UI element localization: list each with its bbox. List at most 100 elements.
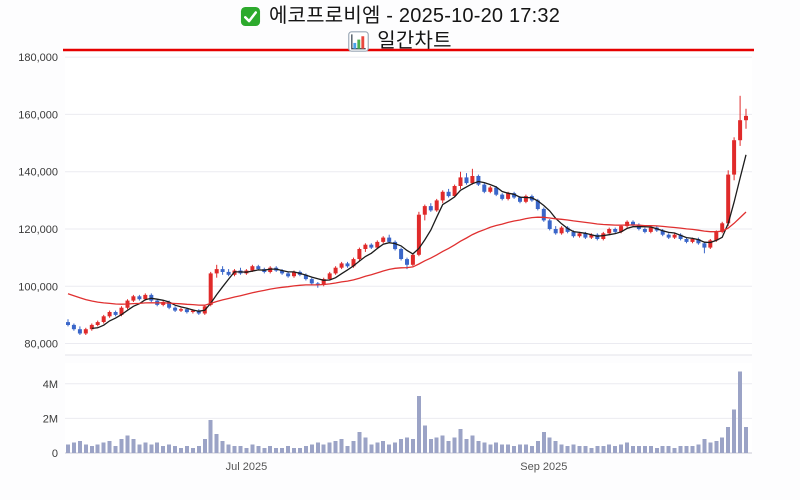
candle-body bbox=[458, 177, 463, 186]
date-tick-label: Jul 2025 bbox=[226, 461, 268, 473]
volume-bar bbox=[357, 432, 362, 453]
volume-bar bbox=[125, 435, 130, 453]
candle-body bbox=[190, 310, 195, 312]
candle-body bbox=[714, 231, 719, 241]
volume-bar bbox=[529, 446, 534, 453]
volume-bar bbox=[190, 447, 195, 453]
candle-body bbox=[494, 187, 499, 195]
volume-bar bbox=[559, 444, 564, 453]
candle-body bbox=[280, 270, 285, 274]
candle-body bbox=[351, 259, 356, 267]
candle-body bbox=[535, 200, 540, 209]
candle-body bbox=[250, 266, 255, 271]
candle-body bbox=[256, 266, 261, 270]
candle-body bbox=[446, 191, 451, 197]
volume-bar bbox=[625, 442, 630, 453]
volume-bar bbox=[464, 439, 469, 453]
volume-bar bbox=[95, 444, 100, 453]
candle-body bbox=[708, 240, 713, 248]
volume-bar bbox=[714, 440, 719, 453]
volume-bar bbox=[553, 440, 558, 453]
candle-body bbox=[577, 233, 582, 237]
volume-bar bbox=[321, 444, 326, 453]
ma-long-line bbox=[67, 211, 747, 306]
candle-body bbox=[315, 283, 320, 285]
volume-bar bbox=[678, 446, 683, 453]
candle-body bbox=[363, 244, 368, 249]
candle-body bbox=[726, 174, 731, 224]
volume-bar bbox=[482, 442, 487, 453]
volume-bar bbox=[131, 439, 136, 453]
candle-body bbox=[565, 227, 570, 232]
candle-body bbox=[83, 329, 88, 334]
volume-bar bbox=[220, 440, 225, 453]
volume-bar bbox=[720, 437, 725, 453]
volume-bar bbox=[232, 446, 237, 453]
candle-body bbox=[303, 274, 308, 280]
candle-body bbox=[95, 322, 100, 325]
volume-bar bbox=[636, 446, 641, 453]
volume-bar bbox=[303, 446, 308, 453]
volume-bar bbox=[595, 446, 600, 453]
volume-bar bbox=[642, 446, 647, 453]
volume-bar bbox=[184, 446, 189, 453]
price-tick-label: 180,000 bbox=[18, 52, 58, 64]
candle-body bbox=[464, 177, 469, 184]
volume-bar bbox=[214, 434, 219, 453]
volume-bar bbox=[292, 447, 296, 453]
volume-bar bbox=[726, 427, 731, 453]
volume-bar bbox=[143, 442, 148, 453]
volume-bar bbox=[589, 447, 594, 453]
volume-bar bbox=[208, 420, 213, 453]
candle-body bbox=[518, 197, 522, 202]
volume-bar bbox=[173, 446, 178, 453]
axis-labels: 80,000 100,000 120,000 140,000 160,000 180,00… bbox=[18, 52, 567, 473]
candle-body bbox=[309, 279, 314, 284]
candle-body bbox=[292, 271, 296, 277]
candle-body bbox=[613, 229, 618, 232]
candle-body bbox=[220, 269, 225, 272]
candle-body bbox=[500, 194, 505, 199]
volume-bar bbox=[375, 442, 380, 453]
volume-bar bbox=[101, 442, 106, 453]
candle-body bbox=[416, 214, 421, 255]
volume-bar bbox=[583, 446, 588, 453]
volume-bar bbox=[77, 440, 82, 453]
candle-body bbox=[131, 296, 136, 301]
candle-body bbox=[642, 229, 647, 232]
volume-bar bbox=[631, 446, 635, 453]
candle-body bbox=[672, 234, 677, 238]
volume-bar bbox=[518, 444, 522, 453]
candle-body bbox=[571, 231, 576, 237]
candle-body bbox=[732, 140, 737, 175]
price-tick-label: 120,000 bbox=[18, 224, 58, 236]
candle-body bbox=[690, 239, 695, 242]
volume-bar bbox=[351, 440, 356, 453]
candle-body bbox=[619, 226, 624, 232]
volume-bar bbox=[684, 446, 689, 453]
volume-bar bbox=[333, 440, 338, 453]
candle-body bbox=[648, 227, 653, 232]
volume-bar bbox=[137, 444, 142, 453]
volume-bar bbox=[601, 446, 606, 453]
candle-body bbox=[523, 196, 528, 202]
price-tick-label: 160,000 bbox=[18, 109, 58, 121]
candle-body bbox=[607, 229, 612, 234]
volume-bar bbox=[66, 444, 70, 453]
gridlines bbox=[65, 56, 752, 454]
volume-bar bbox=[327, 442, 332, 453]
volume-bar bbox=[399, 439, 404, 453]
candle-body bbox=[476, 176, 481, 185]
volume-bar bbox=[690, 446, 695, 453]
volume-bar bbox=[250, 444, 255, 453]
volume-bar bbox=[387, 444, 392, 453]
candle-body bbox=[702, 243, 707, 248]
volume-bar bbox=[500, 444, 505, 453]
candle-body bbox=[179, 309, 183, 311]
candle-body bbox=[321, 279, 326, 285]
candle-body bbox=[541, 208, 546, 221]
candle-body bbox=[631, 221, 635, 225]
candle-body bbox=[589, 234, 594, 238]
volume-bar bbox=[660, 446, 665, 453]
